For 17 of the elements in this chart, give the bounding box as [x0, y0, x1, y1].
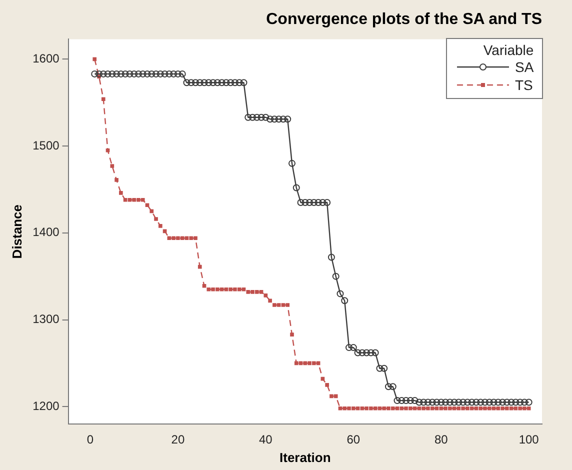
- y-tick-label: 1500: [32, 138, 60, 152]
- y-tick-label: 1400: [32, 225, 60, 240]
- y-axis-title: Distance: [9, 204, 24, 259]
- y-tick-label: 1600: [32, 51, 60, 66]
- chart-title: Convergence plots of the SA and TS: [266, 11, 542, 28]
- y-tick-label: 1200: [32, 398, 60, 413]
- y-tick-label: 1300: [32, 312, 60, 326]
- x-tick-label: 60: [346, 432, 360, 447]
- x-tick-label: 20: [171, 432, 185, 447]
- x-tick-label: 0: [86, 432, 94, 447]
- x-tick-label: 40: [258, 432, 273, 447]
- x-tick-label: 100: [518, 432, 540, 447]
- x-axis-title: Iteration: [280, 450, 331, 465]
- legend-label: TS: [515, 77, 533, 94]
- x-tick-label: 80: [434, 432, 448, 447]
- legend-label: SA: [515, 59, 534, 76]
- legend-title: Variable: [482, 42, 534, 58]
